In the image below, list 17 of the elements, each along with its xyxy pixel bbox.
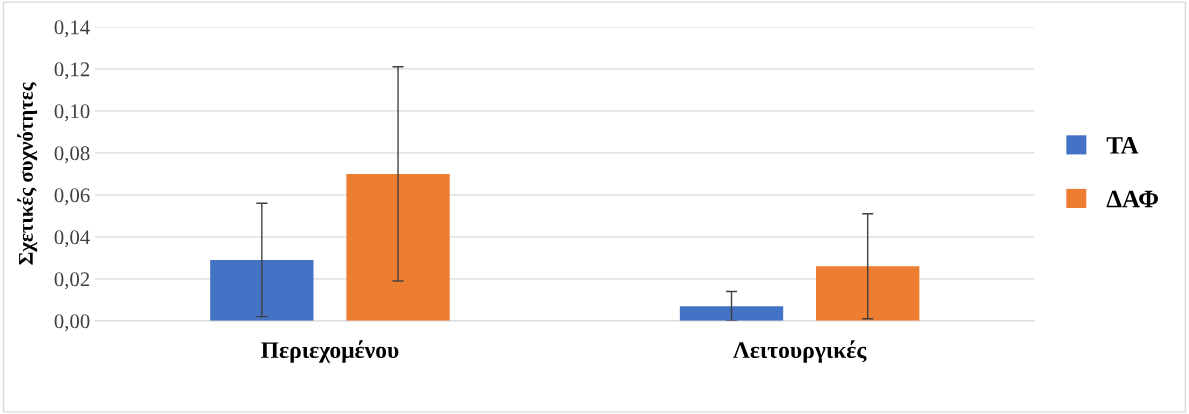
y-tick-label: 0,14	[54, 20, 90, 38]
legend-label: ΔΑΦ	[1106, 190, 1158, 208]
legend-label: ΤΑ	[1106, 137, 1139, 154]
y-tick-label: 0,12	[54, 62, 90, 80]
y-tick-label: 0,02	[54, 272, 90, 290]
x-tick-label: Περιεχομένου	[261, 340, 399, 363]
bar	[816, 266, 920, 321]
y-axis-title: Σχετικές συχνότητες	[17, 82, 38, 265]
y-tick-label: 0,06	[54, 188, 90, 206]
bar	[679, 306, 784, 321]
y-tick-label: 0,08	[54, 146, 90, 164]
y-tick-label: 0,10	[54, 104, 90, 122]
bar	[346, 173, 450, 321]
y-tick-label: 0,04	[54, 230, 90, 248]
bar	[210, 259, 314, 321]
y-tick-label: 0,00	[54, 314, 90, 332]
x-tick-label: Λειτουργικές	[733, 340, 867, 363]
